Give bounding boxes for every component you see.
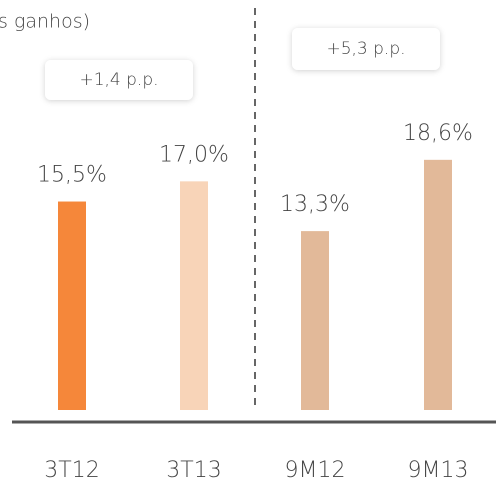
chart-title: s ganhos)	[0, 11, 90, 33]
bar	[58, 201, 86, 410]
value-label: 18,6%	[403, 121, 473, 146]
annotation: +5,3 p.p.	[326, 39, 405, 59]
value-label: 17,0%	[159, 142, 229, 167]
x-tick-label: 9M12	[285, 458, 346, 483]
x-tick-label: 3T13	[166, 458, 221, 483]
bar	[424, 159, 452, 410]
annotation: +1,4 p.p.	[79, 70, 158, 90]
bar	[301, 231, 329, 410]
annotation-box	[45, 60, 193, 100]
x-tick-label: 3T12	[44, 458, 99, 483]
value-label: 13,3%	[280, 192, 350, 217]
annotation-box	[292, 28, 440, 70]
value-label: 15,5%	[37, 163, 107, 188]
x-tick-label: 9M13	[408, 458, 469, 483]
bar	[180, 181, 208, 410]
